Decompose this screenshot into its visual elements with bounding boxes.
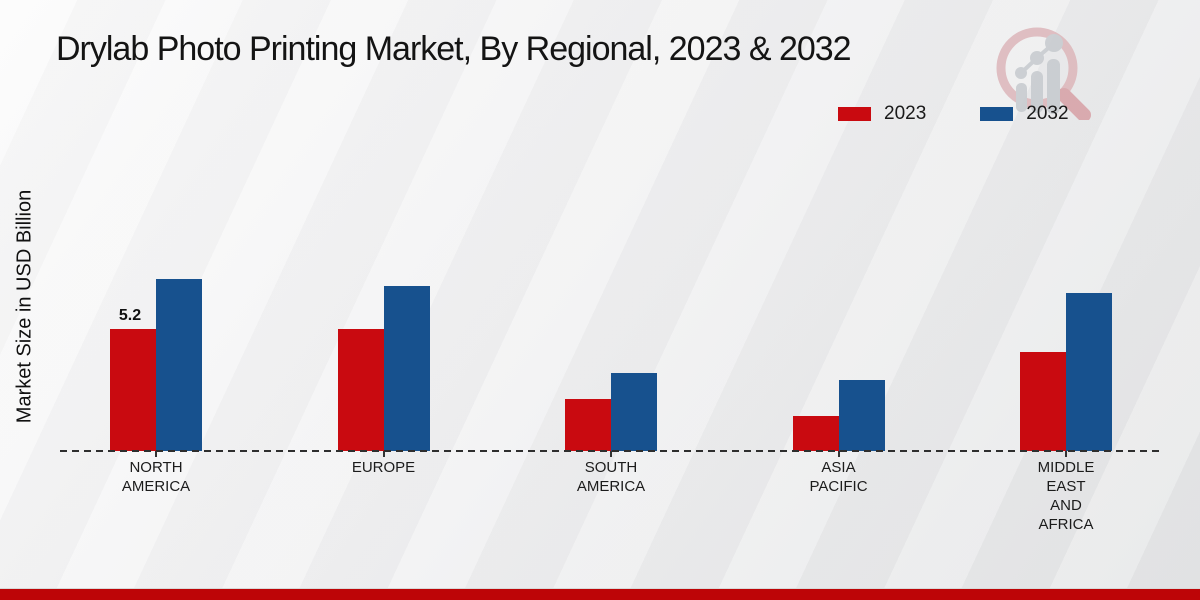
category-label-north-america: NORTH AMERICA bbox=[121, 459, 191, 495]
bar-2023-north-america bbox=[110, 328, 156, 451]
x-axis-tick-asia-pacific bbox=[837, 451, 840, 457]
category-label-asia-pacific: ASIA PACIFIC bbox=[809, 459, 868, 495]
x-axis-tick-europe bbox=[382, 451, 385, 457]
legend-label-2032: 2032 bbox=[1026, 103, 1069, 124]
x-axis-tick-middle-east-and-africa bbox=[1065, 451, 1067, 457]
legend-swatch-2023 bbox=[838, 107, 871, 121]
x-axis-tick-south-america bbox=[610, 451, 612, 457]
category-label-europe: EUROPE bbox=[351, 459, 416, 476]
y-axis-label: Market Size in USD Billion bbox=[13, 189, 36, 424]
legend-item-2023: 2023 bbox=[838, 103, 926, 125]
legend: 2023 2032 bbox=[838, 103, 1069, 125]
bar-2032-north-america bbox=[156, 279, 202, 451]
bar-2032-asia-pacific bbox=[838, 380, 885, 451]
legend-item-2032: 2032 bbox=[980, 103, 1069, 125]
bar-2023-middle-east-and-africa bbox=[1020, 352, 1066, 451]
bar-2032-europe bbox=[383, 286, 430, 451]
bar-2023-asia-pacific bbox=[792, 415, 839, 451]
bar-2032-south-america bbox=[611, 373, 657, 451]
category-label-south-america: SOUTH AMERICA bbox=[576, 459, 646, 495]
x-axis-tick-north-america bbox=[155, 451, 157, 457]
bar-2032-middle-east-and-africa bbox=[1066, 293, 1112, 451]
chart-title: Drylab Photo Printing Market, By Regiona… bbox=[56, 30, 852, 68]
bar-2023-south-america bbox=[565, 399, 611, 451]
footer-stripe bbox=[0, 588, 1200, 600]
magnifier-bar-chart-watermark-icon bbox=[996, 27, 1091, 120]
legend-swatch-2032 bbox=[980, 107, 1014, 121]
value-label-2023-north-america: 5.2 bbox=[118, 306, 142, 324]
bar-2023-europe bbox=[337, 328, 384, 451]
category-label-middle-east-and-africa: MIDDLE EAST AND AFRICA bbox=[1037, 459, 1095, 533]
legend-label-2023: 2023 bbox=[884, 103, 927, 124]
